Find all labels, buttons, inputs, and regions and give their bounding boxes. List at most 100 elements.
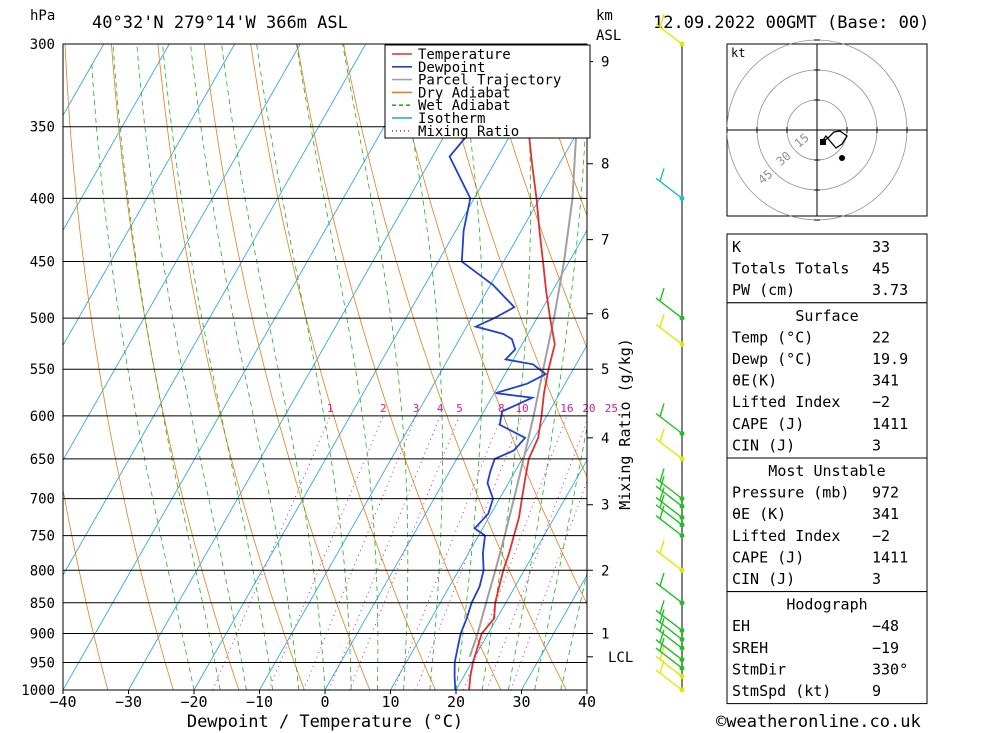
- indices-row-label: θE (K): [732, 505, 786, 523]
- pressure-tick-label: 650: [30, 452, 55, 468]
- mixing-ratio-label: 3: [413, 402, 420, 415]
- wind-barbs: [655, 13, 685, 693]
- indices-row-label: K: [732, 238, 741, 256]
- wind-barb-staff: [655, 582, 683, 604]
- wind-barb-staff: [655, 478, 683, 500]
- mixing-ratio-label: 2: [380, 402, 387, 415]
- wind-barb-staff: [655, 669, 683, 691]
- indices-row-label: PW (cm): [732, 281, 795, 299]
- wet-adiabat-line: [455, 44, 484, 690]
- height-tick-label: 1: [601, 626, 609, 642]
- mixing-ratio-line: [328, 415, 441, 690]
- isotherm-line: [324, 229, 587, 690]
- mixing-ratio-line: [268, 415, 384, 690]
- isotherm-line: [63, 44, 170, 232]
- wind-barb-flag: [659, 403, 665, 417]
- pressure-tick-label: 400: [30, 191, 55, 207]
- isotherm-line: [193, 44, 563, 690]
- legend-label: Temperature: [418, 47, 511, 63]
- wind-barb-flag: [659, 168, 665, 182]
- dry-adiabat-line: [947, 44, 1000, 690]
- wind-barb-staff: [655, 627, 683, 649]
- dry-adiabat-line: [994, 44, 1000, 690]
- indices-row-label: StmDir: [732, 660, 786, 678]
- indices-row-value: 341: [872, 372, 899, 390]
- indices-row-label: CAPE (J): [732, 415, 804, 433]
- height-tick-label: LCL: [608, 650, 633, 666]
- mixing-ratio-label: 8: [498, 402, 505, 415]
- dewpoint-line: [448, 59, 587, 690]
- wet-adiabat-line: [136, 44, 247, 690]
- temperature-tick-labels: −40 −30 −20 −10 0 10 20 30 40: [49, 690, 596, 711]
- mixing-ratio-label: 25: [605, 402, 618, 415]
- location-title: 40°32'N 279°14'W 366m ASL: [92, 13, 348, 33]
- dry-adiabat-line: [64, 44, 174, 690]
- wet-adiabat-line: [586, 688, 587, 690]
- indices-row-value: 1411: [872, 415, 908, 433]
- mixing-ratio-label: 16: [560, 402, 573, 415]
- temperature-tick-label: 10: [381, 693, 399, 711]
- indices-section-title: Most Unstable: [768, 462, 885, 480]
- pressure-unit-label: hPa: [30, 8, 55, 24]
- legend-label: Dry Adiabat: [418, 85, 511, 101]
- wind-barb-flag: [659, 540, 665, 554]
- height-tick-label: 2: [601, 563, 609, 579]
- pressure-tick-label: 450: [30, 255, 55, 271]
- indices-row-label: StmSpd (kt): [732, 682, 831, 700]
- indices-section-title: Surface: [795, 307, 858, 325]
- pressure-tick-label: 900: [30, 626, 55, 642]
- isotherm-line: [390, 344, 587, 690]
- wind-barb-flag: [659, 629, 665, 643]
- run-time-title: 12.09.2022 00GMT (Base: 00): [653, 13, 929, 33]
- wet-adiabat-line: [91, 61, 195, 690]
- temperature-tick-label: 40: [578, 693, 596, 711]
- indices-row-label: Totals Totals: [732, 260, 849, 278]
- indices-box: [726, 457, 928, 593]
- x-axis-title: Dewpoint / Temperature (°C): [187, 712, 463, 732]
- wind-barb-staff: [655, 549, 683, 571]
- mixing-ratio-label: 10: [515, 402, 528, 415]
- wind-barb-flag: [659, 600, 665, 614]
- wet-adiabat-line: [296, 44, 379, 690]
- wet-adiabat-line: [395, 44, 443, 690]
- isobar-lines: [63, 43, 587, 691]
- mixing-ratio-line: [212, 415, 331, 690]
- indices-row-value: −2: [872, 393, 890, 411]
- pressure-tick-labels: 300 350 400 450 500 550 600 650 700 750 800 850 900 9…: [21, 37, 55, 699]
- pressure-tick-label: 750: [30, 529, 55, 545]
- wind-barb-flag: [659, 505, 665, 519]
- dry-adiabat-line: [111, 44, 240, 690]
- temperature-tick-label: 20: [447, 693, 465, 711]
- legend-label: Wet Adiabat: [418, 98, 511, 114]
- indices-row-value: −19: [872, 639, 899, 657]
- wind-barb-staff: [655, 655, 683, 677]
- wind-barb-flag: [659, 572, 665, 587]
- indices-row-value: 3: [872, 570, 881, 588]
- mixing-ratio-label: 4: [437, 402, 444, 415]
- credit-text: ©weatheronline.co.uk: [716, 712, 921, 732]
- indices-row-label: SREH: [732, 639, 768, 657]
- indices-row-label: CIN (J): [732, 570, 795, 588]
- temperature-line: [468, 44, 556, 690]
- temperature-tick-label: −10: [246, 693, 273, 711]
- isotherm-line: [128, 44, 498, 690]
- indices-row-value: 19.9: [872, 350, 908, 368]
- wind-barb-flag: [659, 287, 665, 302]
- pressure-tick-label: 550: [30, 362, 55, 378]
- temperature-tick-label: −30: [115, 693, 142, 711]
- indices-row-value: 341: [872, 505, 899, 523]
- temperature-tick-label: −40: [49, 693, 76, 711]
- indices-row-label: Dewp (°C): [732, 350, 813, 368]
- wind-barb-flag: [659, 487, 665, 501]
- indices-row-value: 3: [872, 436, 881, 454]
- height-tick-label: 9: [601, 55, 609, 71]
- legend-label: Mixing Ratio: [418, 124, 519, 140]
- height-tick-label: 4: [601, 431, 609, 447]
- height-ref-label: ASL: [596, 28, 621, 44]
- wind-barb-flag: [659, 13, 665, 28]
- dry-adiabat-line: [63, 487, 109, 690]
- wind-barb-flag: [659, 468, 665, 482]
- pressure-tick-label: 600: [30, 409, 55, 425]
